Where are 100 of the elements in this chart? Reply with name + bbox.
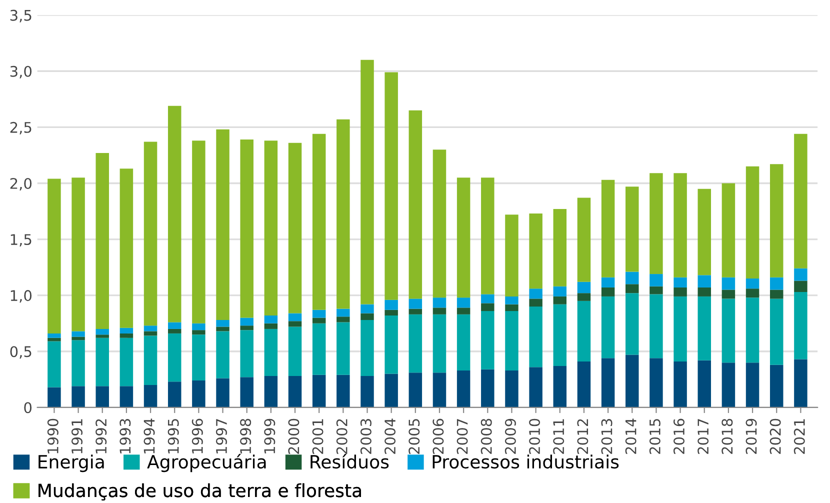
x-tick-label: 2014	[625, 418, 636, 454]
bar	[650, 358, 663, 408]
bar	[674, 277, 687, 288]
bar	[168, 322, 182, 329]
bar	[794, 292, 808, 360]
bar	[553, 366, 567, 408]
bar	[650, 286, 663, 294]
bar	[432, 308, 446, 314]
bar	[794, 134, 808, 268]
bar	[72, 336, 85, 340]
bar	[360, 376, 374, 408]
x-tick-label: 2002	[336, 419, 348, 454]
bar	[722, 298, 736, 363]
bar	[408, 298, 422, 309]
bar	[120, 333, 134, 338]
bar	[48, 387, 61, 408]
bar	[48, 338, 61, 342]
y-tick-label: 0,5	[10, 346, 32, 359]
bar	[553, 209, 567, 286]
bar	[505, 304, 518, 312]
bar	[698, 275, 711, 288]
x-tick-label: 2000	[288, 418, 300, 454]
bar	[456, 308, 470, 314]
bar	[384, 310, 398, 316]
bar	[384, 316, 398, 374]
bar	[336, 322, 350, 375]
bar	[770, 364, 784, 408]
x-tick-label: 2015	[649, 419, 660, 454]
bar	[722, 362, 736, 408]
bar	[120, 168, 134, 328]
bar	[216, 129, 230, 320]
bar	[601, 358, 615, 408]
bar	[601, 180, 615, 278]
bar	[481, 178, 494, 294]
bar	[168, 328, 182, 334]
bar	[96, 334, 109, 338]
bar	[456, 314, 470, 370]
bar	[72, 178, 85, 332]
bar	[432, 314, 446, 373]
x-tick-label: 2017	[698, 419, 709, 454]
bar	[746, 166, 760, 279]
bar	[336, 316, 350, 322]
y-tick-label: 3,0	[10, 66, 32, 78]
bar	[192, 334, 206, 381]
bar	[168, 106, 182, 322]
bar	[770, 164, 784, 278]
bar	[650, 294, 663, 358]
x-tick-label: 2004	[384, 418, 396, 454]
bar	[674, 296, 687, 362]
legend-label: Resíduos	[310, 454, 389, 469]
x-tick-label: 2006	[432, 418, 444, 454]
bar	[408, 308, 422, 314]
bar	[770, 298, 784, 365]
bar	[144, 142, 158, 326]
bar	[794, 280, 808, 292]
bar	[553, 304, 567, 366]
y-tick-label: 1,5	[10, 234, 32, 247]
legend-label: Agropecuária	[147, 454, 266, 472]
y-tick-label: 1,0	[10, 290, 32, 303]
x-tick-label: 1994	[144, 418, 155, 454]
bar	[168, 333, 182, 382]
bar	[529, 367, 542, 408]
bar	[312, 310, 326, 318]
bar	[601, 287, 615, 296]
bar	[384, 300, 398, 310]
x-tick-label: 2003	[360, 419, 372, 454]
bar	[698, 287, 711, 296]
bar	[698, 296, 711, 360]
bar	[408, 110, 422, 299]
bar	[216, 378, 230, 408]
bar	[577, 198, 591, 282]
bar	[746, 298, 760, 363]
bar	[384, 72, 398, 300]
x-tick-label: 2018	[722, 418, 733, 454]
y-tick-label: 3,5	[10, 10, 32, 22]
x-tick-label: 1993	[120, 419, 131, 454]
bar	[384, 374, 398, 408]
x-tick-label: 1998	[240, 418, 252, 454]
bar	[408, 314, 422, 373]
x-tick-label: 2013	[601, 419, 612, 454]
bar	[746, 288, 760, 298]
bar	[674, 287, 687, 296]
bar	[264, 323, 278, 329]
bar	[120, 328, 134, 334]
bar	[96, 328, 109, 335]
bar	[264, 328, 278, 376]
bar	[144, 331, 158, 336]
bar	[312, 134, 326, 310]
bar	[96, 386, 109, 408]
bar	[722, 183, 736, 278]
bar	[577, 300, 591, 362]
bar	[529, 298, 542, 307]
bar	[360, 60, 374, 304]
bar	[553, 286, 567, 296]
bar	[626, 272, 639, 284]
y-tick-label: 2,5	[10, 122, 32, 134]
bar	[240, 318, 254, 326]
bar	[360, 320, 374, 376]
x-tick-label: 2005	[408, 419, 420, 454]
bar	[216, 326, 230, 332]
